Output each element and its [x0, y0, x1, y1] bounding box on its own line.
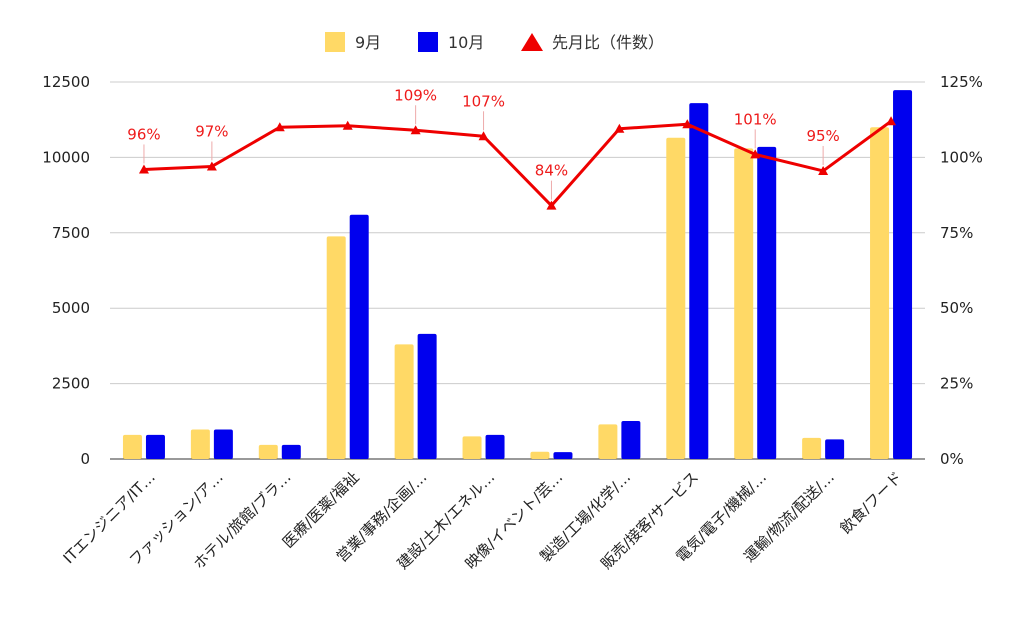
- bar: [349, 214, 369, 459]
- bar: [190, 429, 210, 459]
- y-tick-right: 75%: [940, 224, 973, 242]
- x-tick-label: 飲食/フード: [837, 468, 906, 537]
- legend-label-oct: 10月: [448, 33, 484, 52]
- bar: [462, 436, 482, 459]
- bar: [870, 127, 890, 460]
- axes: 0 0% 2500 25% 5000 50% 7500 75% 10000 100% 12500 12…: [42, 73, 983, 468]
- y-tick-left: 0: [80, 450, 90, 468]
- data-label: 95%: [806, 127, 839, 145]
- y-tick-right: 0%: [940, 450, 964, 468]
- y-tick-right: 50%: [940, 299, 973, 317]
- legend-swatch-oct: [418, 32, 438, 52]
- y-tick-left: 5000: [52, 299, 90, 317]
- legend-label-ratio: 先月比（件数）: [552, 33, 664, 52]
- bar: [258, 444, 278, 459]
- bar: [485, 434, 505, 459]
- y-tick-right: 25%: [940, 375, 973, 393]
- bar: [213, 429, 233, 459]
- ratio-point: [478, 131, 489, 141]
- ratio-point: [818, 165, 829, 175]
- data-label: 84%: [535, 162, 568, 180]
- bar: [666, 137, 686, 459]
- ratio-point: [274, 122, 285, 132]
- bar: [530, 451, 550, 459]
- y-tick-left: 10000: [42, 148, 90, 166]
- bar: [757, 146, 777, 459]
- ratio-point: [342, 120, 353, 130]
- ratio-point: [206, 161, 217, 171]
- y-tick-left: 12500: [42, 73, 90, 91]
- legend: 9月 10月 先月比（件数）: [325, 32, 664, 52]
- gridlines: [110, 81, 925, 460]
- ratio-point: [546, 200, 557, 210]
- bar: [553, 452, 573, 459]
- category-labels: ITエンジニア/IT…ファッション/ア…ホテル/旅館/ブラ…医療/医薬/福祉営業…: [60, 468, 906, 573]
- ratio-point: [614, 123, 625, 133]
- y-tick-right: 125%: [940, 73, 983, 91]
- legend-marker-ratio: [521, 33, 543, 51]
- bar: [145, 434, 165, 459]
- ratio-line-path: [143, 119, 892, 208]
- ratio-point: [750, 149, 761, 159]
- y-tick-left: 7500: [52, 224, 90, 242]
- ratio-point: [138, 164, 149, 174]
- ratio-line: 96% 97% 109% 107% 84% 101% 95%: [127, 86, 897, 210]
- bars: [122, 90, 913, 460]
- bar: [281, 444, 301, 459]
- y-tick-right: 100%: [940, 148, 983, 166]
- bar: [802, 437, 822, 459]
- legend-label-sep: 9月: [355, 33, 381, 52]
- bar: [417, 333, 437, 459]
- legend-swatch-sep: [325, 32, 345, 52]
- bar: [598, 424, 618, 459]
- bar: [394, 344, 414, 459]
- bar: [122, 434, 142, 459]
- ratio-point: [410, 125, 421, 135]
- bar: [621, 420, 641, 459]
- data-label: 109%: [394, 86, 437, 104]
- bar: [689, 103, 709, 459]
- data-label: 97%: [195, 122, 228, 140]
- bar: [326, 236, 346, 459]
- ratio-point: [886, 116, 897, 126]
- bar: [734, 148, 754, 460]
- y-tick-left: 2500: [52, 375, 90, 393]
- bar: [893, 90, 913, 460]
- data-label: 96%: [127, 125, 160, 143]
- bar: [825, 439, 845, 459]
- data-label: 107%: [462, 92, 505, 110]
- ratio-point: [682, 119, 693, 129]
- data-label: 101%: [734, 110, 777, 128]
